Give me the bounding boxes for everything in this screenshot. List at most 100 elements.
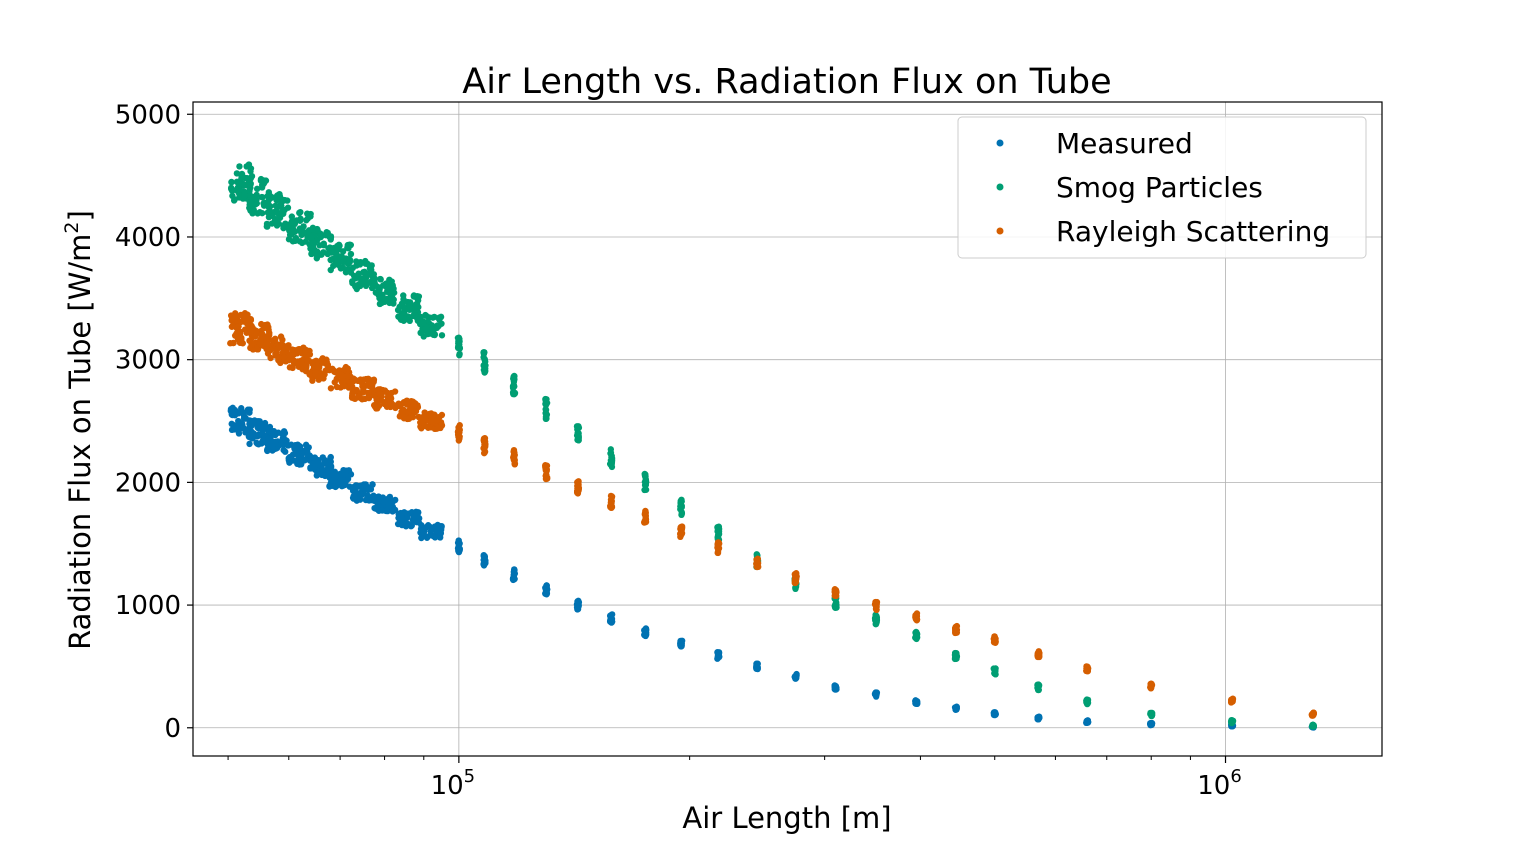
- legend: Measured Smog Particles Rayleigh Scatterin…: [957, 116, 1367, 259]
- data-point: [642, 473, 649, 481]
- data-point: [275, 357, 282, 364]
- data-point: [429, 418, 437, 425]
- data-point: [296, 442, 303, 450]
- data-point: [426, 523, 433, 530]
- data-point: [412, 508, 420, 516]
- data-point: [383, 284, 391, 291]
- series-smog-particles: [227, 161, 1317, 730]
- data-point: [575, 478, 582, 485]
- data-point: [348, 392, 356, 400]
- data-point: [753, 563, 761, 571]
- data-point: [278, 430, 286, 437]
- x-tick-label-exponent: 5: [464, 766, 475, 787]
- data-point: [320, 460, 328, 467]
- data-point: [246, 204, 253, 212]
- data-point: [371, 392, 378, 399]
- data-point: [418, 419, 426, 426]
- data-point: [252, 332, 259, 340]
- x-tick-label-base: 10: [431, 771, 464, 801]
- data-point: [608, 501, 615, 509]
- data-point: [873, 598, 881, 606]
- data-point: [273, 349, 280, 357]
- data-point: [481, 553, 488, 561]
- data-point: [358, 491, 366, 498]
- data-point: [233, 170, 241, 177]
- data-point: [754, 556, 761, 563]
- x-tick-label: 106: [1197, 766, 1242, 801]
- data-point: [642, 481, 650, 489]
- data-point: [411, 408, 418, 415]
- data-point: [272, 202, 279, 209]
- data-point: [480, 349, 487, 356]
- data-point: [1084, 717, 1091, 724]
- data-point: [247, 329, 254, 336]
- data-point: [246, 187, 253, 194]
- data-point: [543, 399, 551, 407]
- data-point: [329, 365, 336, 373]
- data-point: [273, 217, 280, 225]
- data-point: [282, 448, 289, 455]
- data-point: [358, 396, 366, 403]
- data-point: [253, 185, 261, 193]
- data-point: [642, 632, 649, 639]
- data-point: [608, 494, 615, 502]
- data-point: [436, 534, 444, 541]
- legend-label: Rayleigh Scattering: [1056, 215, 1330, 248]
- data-point: [366, 379, 373, 386]
- data-point: [715, 530, 723, 538]
- data-point: [1083, 697, 1090, 704]
- data-point: [271, 336, 279, 344]
- data-point: [338, 253, 345, 260]
- data-point: [379, 494, 387, 501]
- data-point: [254, 346, 261, 353]
- data-points: [227, 161, 1318, 731]
- data-point: [374, 283, 381, 290]
- data-point: [455, 334, 463, 342]
- data-point: [1148, 720, 1156, 728]
- data-point: [271, 194, 279, 201]
- data-point: [228, 179, 235, 186]
- data-point: [344, 241, 351, 249]
- data-point: [1308, 711, 1316, 718]
- data-point: [642, 625, 650, 632]
- data-point: [249, 210, 256, 217]
- data-point: [349, 264, 357, 272]
- data-point: [257, 336, 264, 343]
- data-point: [306, 351, 314, 358]
- data-point: [511, 376, 518, 383]
- data-point: [332, 253, 340, 261]
- data-point: [229, 322, 236, 330]
- data-point: [543, 415, 550, 422]
- data-point: [247, 199, 254, 207]
- y-tick-label: 1000: [115, 591, 181, 621]
- data-point: [269, 212, 276, 220]
- data-point: [429, 314, 437, 321]
- data-point: [574, 490, 582, 497]
- data-point: [338, 482, 346, 490]
- data-point: [362, 482, 370, 489]
- data-point: [395, 402, 403, 410]
- data-point: [247, 175, 255, 182]
- legend-box: [957, 116, 1367, 259]
- data-point: [455, 426, 463, 433]
- data-point: [376, 275, 384, 283]
- data-point: [511, 456, 518, 464]
- data-point: [510, 381, 517, 388]
- data-point: [339, 248, 347, 255]
- data-point: [265, 203, 272, 210]
- data-point: [376, 386, 384, 393]
- data-point: [237, 339, 244, 346]
- data-point: [391, 388, 399, 395]
- data-point: [873, 689, 881, 696]
- data-point: [913, 617, 921, 624]
- data-point: [253, 191, 260, 199]
- data-point: [236, 180, 244, 188]
- data-point: [753, 665, 760, 672]
- data-point: [229, 192, 236, 200]
- data-point: [1035, 648, 1042, 655]
- data-point: [258, 320, 265, 328]
- data-point: [264, 442, 272, 449]
- data-point: [359, 383, 366, 390]
- data-point: [272, 431, 279, 439]
- data-point: [543, 471, 550, 478]
